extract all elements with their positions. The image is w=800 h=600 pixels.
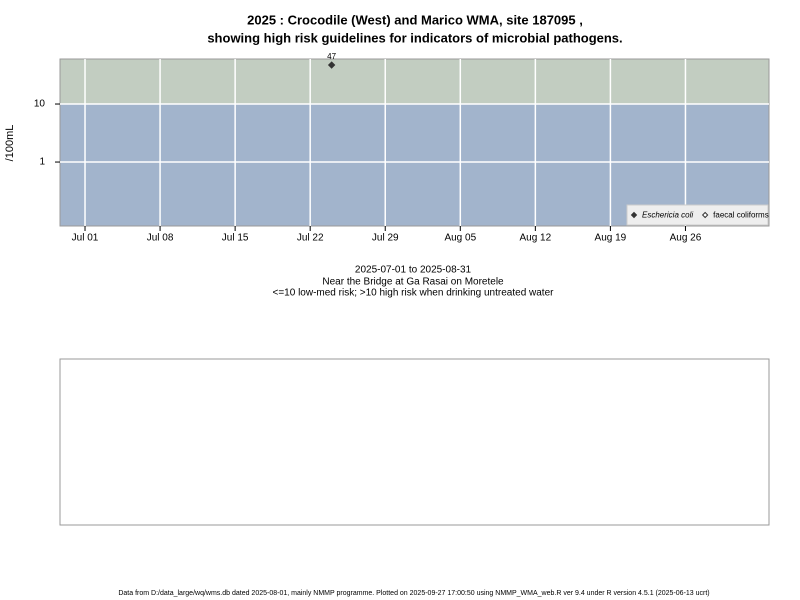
point [327, 61, 336, 69]
x-tick-label: Aug 19 [595, 233, 627, 244]
footer: Data from D:/data_large/wq/wms.db dated … [118, 590, 709, 597]
x-tick-label: Jul 22 [297, 233, 324, 244]
legend-box [626, 204, 769, 226]
legend-label: Eschericia coli [642, 211, 693, 220]
legend-label: faecal coliforms [713, 211, 769, 220]
x-tick-label: Aug 05 [444, 233, 476, 244]
note: <=10 low-med risk; >10 high risk when dr… [273, 288, 555, 299]
y-axis-label: /100mL [4, 125, 16, 162]
legend-marker [630, 211, 638, 219]
x-tick-label: Jul 01 [72, 233, 99, 244]
empty-panel [59, 358, 770, 526]
chart-title: 2025 : Crocodile (West) and Marico WMA, … [247, 12, 583, 27]
note: Near the Bridge at Ga Rasai on Moretele [322, 277, 504, 288]
x-tick-label: Aug 12 [519, 233, 551, 244]
data-label: 47 [327, 52, 336, 61]
y-tick-label: 1 [39, 157, 45, 168]
x-tick-label: Jul 29 [372, 233, 399, 244]
plot-frame [59, 58, 770, 227]
x-tick-label: Aug 26 [670, 233, 702, 244]
high-risk-band [60, 59, 769, 105]
legend-marker [701, 211, 709, 219]
x-tick-label: Jul 08 [147, 233, 174, 244]
chart-subtitle: showing high risk guidelines for indicat… [207, 30, 622, 45]
y-tick-label: 10 [34, 99, 46, 110]
x-axis-label: 2025-07-01 to 2025-08-31 [355, 265, 472, 276]
x-tick-label: Jul 15 [222, 233, 249, 244]
